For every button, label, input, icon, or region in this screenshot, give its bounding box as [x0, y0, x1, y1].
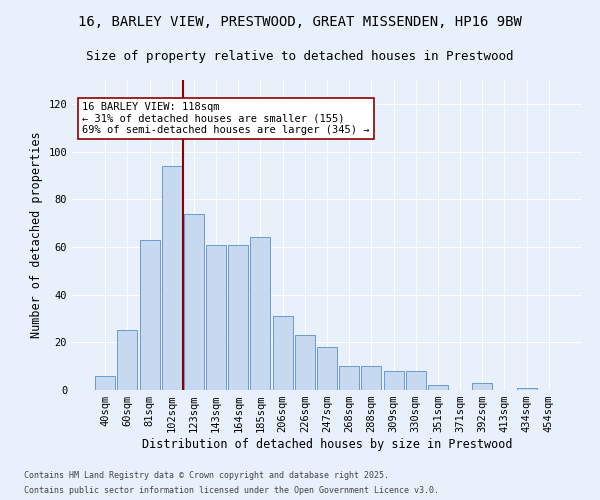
Bar — [295, 335, 315, 390]
Bar — [206, 244, 226, 390]
Bar — [517, 388, 536, 390]
Bar — [339, 366, 359, 390]
Bar — [162, 166, 182, 390]
Bar — [228, 244, 248, 390]
Text: Contains HM Land Registry data © Crown copyright and database right 2025.: Contains HM Land Registry data © Crown c… — [24, 471, 389, 480]
Bar — [118, 330, 137, 390]
Bar — [317, 347, 337, 390]
Bar — [428, 385, 448, 390]
Bar — [95, 376, 115, 390]
Y-axis label: Number of detached properties: Number of detached properties — [30, 132, 43, 338]
Text: 16 BARLEY VIEW: 118sqm
← 31% of detached houses are smaller (155)
69% of semi-de: 16 BARLEY VIEW: 118sqm ← 31% of detached… — [82, 102, 370, 135]
Bar — [184, 214, 204, 390]
Bar — [140, 240, 160, 390]
Bar — [383, 371, 404, 390]
Bar — [250, 238, 271, 390]
Bar — [406, 371, 426, 390]
Text: Size of property relative to detached houses in Prestwood: Size of property relative to detached ho… — [86, 50, 514, 63]
X-axis label: Distribution of detached houses by size in Prestwood: Distribution of detached houses by size … — [142, 438, 512, 451]
Bar — [272, 316, 293, 390]
Bar — [472, 383, 492, 390]
Text: Contains public sector information licensed under the Open Government Licence v3: Contains public sector information licen… — [24, 486, 439, 495]
Text: 16, BARLEY VIEW, PRESTWOOD, GREAT MISSENDEN, HP16 9BW: 16, BARLEY VIEW, PRESTWOOD, GREAT MISSEN… — [78, 15, 522, 29]
Bar — [361, 366, 382, 390]
